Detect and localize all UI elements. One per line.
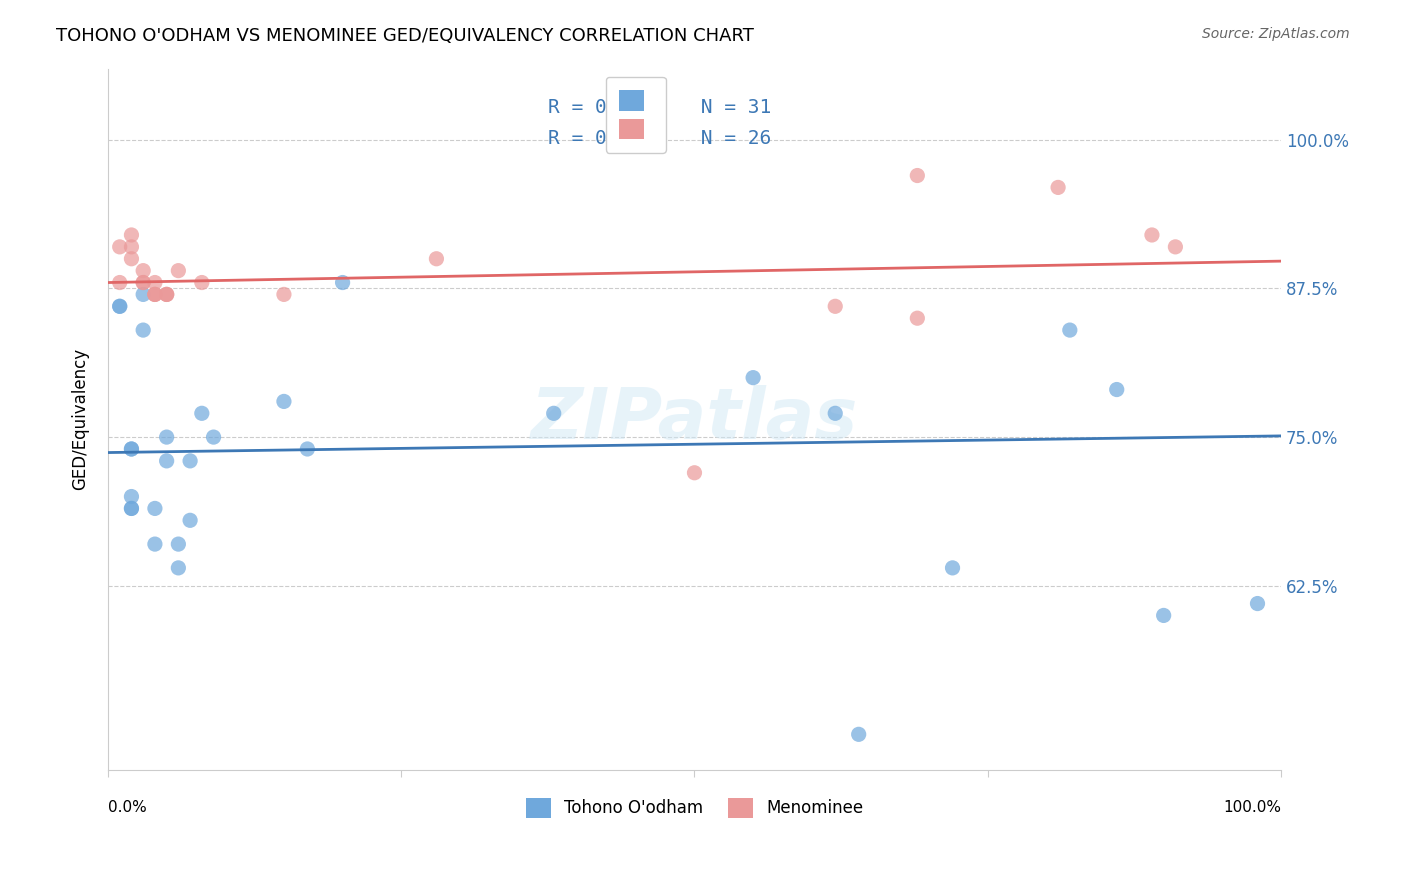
Point <box>143 287 166 301</box>
Point <box>543 406 565 420</box>
Point <box>132 287 155 301</box>
Point <box>132 323 155 337</box>
Point <box>179 513 201 527</box>
Point <box>1246 597 1268 611</box>
Point <box>191 406 214 420</box>
Point <box>143 501 166 516</box>
Y-axis label: GED/Equivalency: GED/Equivalency <box>72 348 89 491</box>
Point <box>108 299 131 313</box>
Point <box>132 263 155 277</box>
Legend: Tohono O'odham, Menominee: Tohono O'odham, Menominee <box>519 791 870 825</box>
Point <box>1153 608 1175 623</box>
Point <box>143 537 166 551</box>
Point <box>273 394 295 409</box>
Text: R = 0.057    N = 31: R = 0.057 N = 31 <box>548 97 770 117</box>
Point <box>1164 240 1187 254</box>
Text: ZIPatlas: ZIPatlas <box>531 384 858 454</box>
Point <box>120 501 142 516</box>
Point <box>108 299 131 313</box>
Point <box>120 252 142 266</box>
Point <box>425 252 447 266</box>
Point <box>143 276 166 290</box>
Point <box>824 406 846 420</box>
Point <box>1059 323 1081 337</box>
Text: 100.0%: 100.0% <box>1223 800 1281 814</box>
Point <box>132 276 155 290</box>
Point <box>1047 180 1070 194</box>
Point <box>179 454 201 468</box>
Text: TOHONO O'ODHAM VS MENOMINEE GED/EQUIVALENCY CORRELATION CHART: TOHONO O'ODHAM VS MENOMINEE GED/EQUIVALE… <box>56 27 754 45</box>
Point <box>1140 227 1163 242</box>
Point <box>156 287 179 301</box>
Point <box>273 287 295 301</box>
Point <box>120 442 142 456</box>
Point <box>120 240 142 254</box>
Point <box>167 537 190 551</box>
Point <box>143 287 166 301</box>
Point <box>297 442 319 456</box>
Point <box>941 561 963 575</box>
Point <box>156 287 179 301</box>
Point <box>905 311 928 326</box>
Point <box>202 430 225 444</box>
Point <box>905 169 928 183</box>
Point <box>848 727 870 741</box>
Point <box>143 287 166 301</box>
Text: 0.0%: 0.0% <box>108 800 146 814</box>
Point <box>156 430 179 444</box>
Point <box>167 263 190 277</box>
Point <box>108 240 131 254</box>
Point <box>167 561 190 575</box>
Point <box>824 299 846 313</box>
Point <box>191 276 214 290</box>
Point <box>120 501 142 516</box>
Point <box>332 276 354 290</box>
Point <box>120 442 142 456</box>
Point <box>1105 383 1128 397</box>
Point <box>132 276 155 290</box>
Point <box>683 466 706 480</box>
Point <box>120 227 142 242</box>
Text: R = 0.070    N = 26: R = 0.070 N = 26 <box>548 129 770 148</box>
Text: Source: ZipAtlas.com: Source: ZipAtlas.com <box>1202 27 1350 41</box>
Point <box>156 454 179 468</box>
Point <box>108 276 131 290</box>
Point <box>156 287 179 301</box>
Point <box>120 490 142 504</box>
Point <box>742 370 765 384</box>
